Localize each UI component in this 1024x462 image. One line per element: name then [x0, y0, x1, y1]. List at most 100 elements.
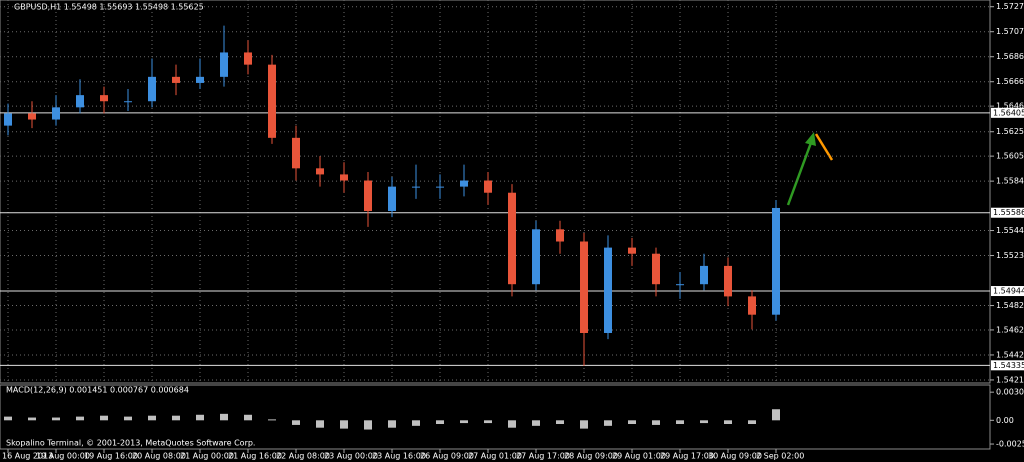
candle-body [124, 101, 132, 103]
macd-bar [460, 420, 468, 424]
macd-bar [604, 420, 612, 426]
macd-bar [700, 420, 708, 424]
x-tick-label: 2 Sep 02:00 [756, 452, 804, 461]
main-frame [0, 0, 991, 384]
x-tick-label: 30 Aug 09:00 [708, 452, 762, 461]
y-tick-label: 1.55235 [996, 251, 1024, 260]
x-tick-label: 21 Aug 16:00 [228, 452, 282, 461]
x-tick-label: 27 Aug 01:00 [468, 452, 522, 461]
macd-bar [484, 420, 492, 424]
level-box [991, 207, 1024, 218]
x-tick-label: 23 Aug 00:00 [324, 452, 378, 461]
candle-body [364, 180, 372, 212]
macd-bar [316, 420, 324, 428]
macd-bar [772, 409, 780, 421]
macd-bar [532, 420, 540, 426]
candle-body [28, 113, 36, 120]
y-tick-label: 1.56660 [996, 77, 1024, 86]
candle-body [556, 229, 564, 242]
candle-body [580, 241, 588, 333]
candle-body [628, 247, 636, 254]
macd-title: MACD(12,26,9) 0.001451 0.000767 0.000684 [6, 386, 189, 395]
macd-bar [580, 420, 588, 429]
x-tick-label: 29 Aug 17:00 [660, 452, 714, 461]
macd-bar [292, 420, 300, 425]
y-tick-label: 1.56050 [996, 152, 1024, 161]
y-tick-label: -0.002571 [996, 440, 1024, 449]
candle-body [388, 186, 396, 212]
candle-body [196, 76, 204, 83]
macd-bar [28, 417, 36, 421]
y-tick-label: 1.56250 [996, 127, 1024, 136]
macd-bar [76, 416, 84, 421]
macd-bar [340, 420, 348, 429]
x-tick-label: 20 Aug 08:00 [132, 452, 186, 461]
candle-body [508, 192, 516, 285]
candle-body [748, 296, 756, 315]
macd-bar [268, 419, 276, 421]
x-tick-label: 19 Aug 16:00 [84, 452, 138, 461]
candle-body [4, 113, 12, 126]
x-tick-label: 22 Aug 08:00 [276, 452, 330, 461]
macd-bar [196, 414, 204, 421]
arrow-head [805, 132, 816, 146]
x-tick-label: 29 Aug 01:00 [612, 452, 666, 461]
candle-body [220, 52, 228, 77]
macd-bar [508, 420, 516, 428]
x-tick-label: 28 Aug 09:00 [564, 452, 618, 461]
macd-bar [364, 420, 372, 430]
macd-bar [172, 415, 180, 421]
candle-body [172, 76, 180, 83]
x-tick-label: 19 Aug 00:00 [36, 452, 90, 461]
y-tick-label: 0.00 [996, 416, 1014, 425]
candle-body [652, 253, 660, 285]
candle-body [604, 247, 612, 333]
y-tick-label: 1.54825 [996, 301, 1024, 310]
y-tick-label: 1.57070 [996, 27, 1024, 36]
candle-body [52, 107, 60, 120]
y-tick-label: 1.57275 [996, 2, 1024, 11]
candle-body [676, 284, 684, 286]
candle-body [532, 229, 540, 285]
candle-body [436, 186, 444, 188]
candle-body [76, 95, 84, 108]
level-label: 1.55586 [993, 208, 1024, 217]
macd-bar [388, 420, 396, 428]
y-tick-label: 1.54625 [996, 325, 1024, 334]
macd-bar [100, 415, 108, 421]
candle-body [412, 186, 420, 188]
y-tick-label: 0.00305 [996, 388, 1024, 397]
macd-bar [244, 414, 252, 421]
footer: Skopalino Terminal, © 2001-2013, MetaQuo… [6, 439, 255, 448]
macd-bar [676, 420, 684, 424]
y-tick-label: 1.56460 [996, 102, 1024, 111]
candle-body [316, 168, 324, 175]
macd-bar [220, 413, 228, 421]
x-tick-label: 21 Aug 00:00 [180, 452, 234, 461]
y-tick-label: 1.54215 [996, 375, 1024, 384]
macd-bar [628, 420, 636, 424]
macd-bar [436, 420, 444, 424]
arrow-down [814, 133, 834, 161]
candle-body [340, 174, 348, 181]
candle-body [148, 76, 156, 102]
macd-bar [124, 416, 132, 421]
x-tick-label: 26 Aug 09:00 [420, 452, 474, 461]
level-box [991, 360, 1024, 371]
candle-body [772, 207, 780, 315]
macd-frame [0, 384, 991, 450]
y-tick-label: 1.55440 [996, 226, 1024, 235]
macd-bar [52, 417, 60, 421]
level-label: 1.54335 [993, 361, 1024, 370]
candle-body [484, 180, 492, 193]
macd-bar [724, 420, 732, 424]
level-box [991, 286, 1024, 297]
x-tick-label: 27 Aug 17:00 [516, 452, 570, 461]
level-box [991, 107, 1024, 118]
y-tick-label: 1.55845 [996, 177, 1024, 186]
candle-body [268, 64, 276, 138]
x-tick-label: 23 Aug 16:00 [372, 452, 426, 461]
candle-body [460, 180, 468, 187]
